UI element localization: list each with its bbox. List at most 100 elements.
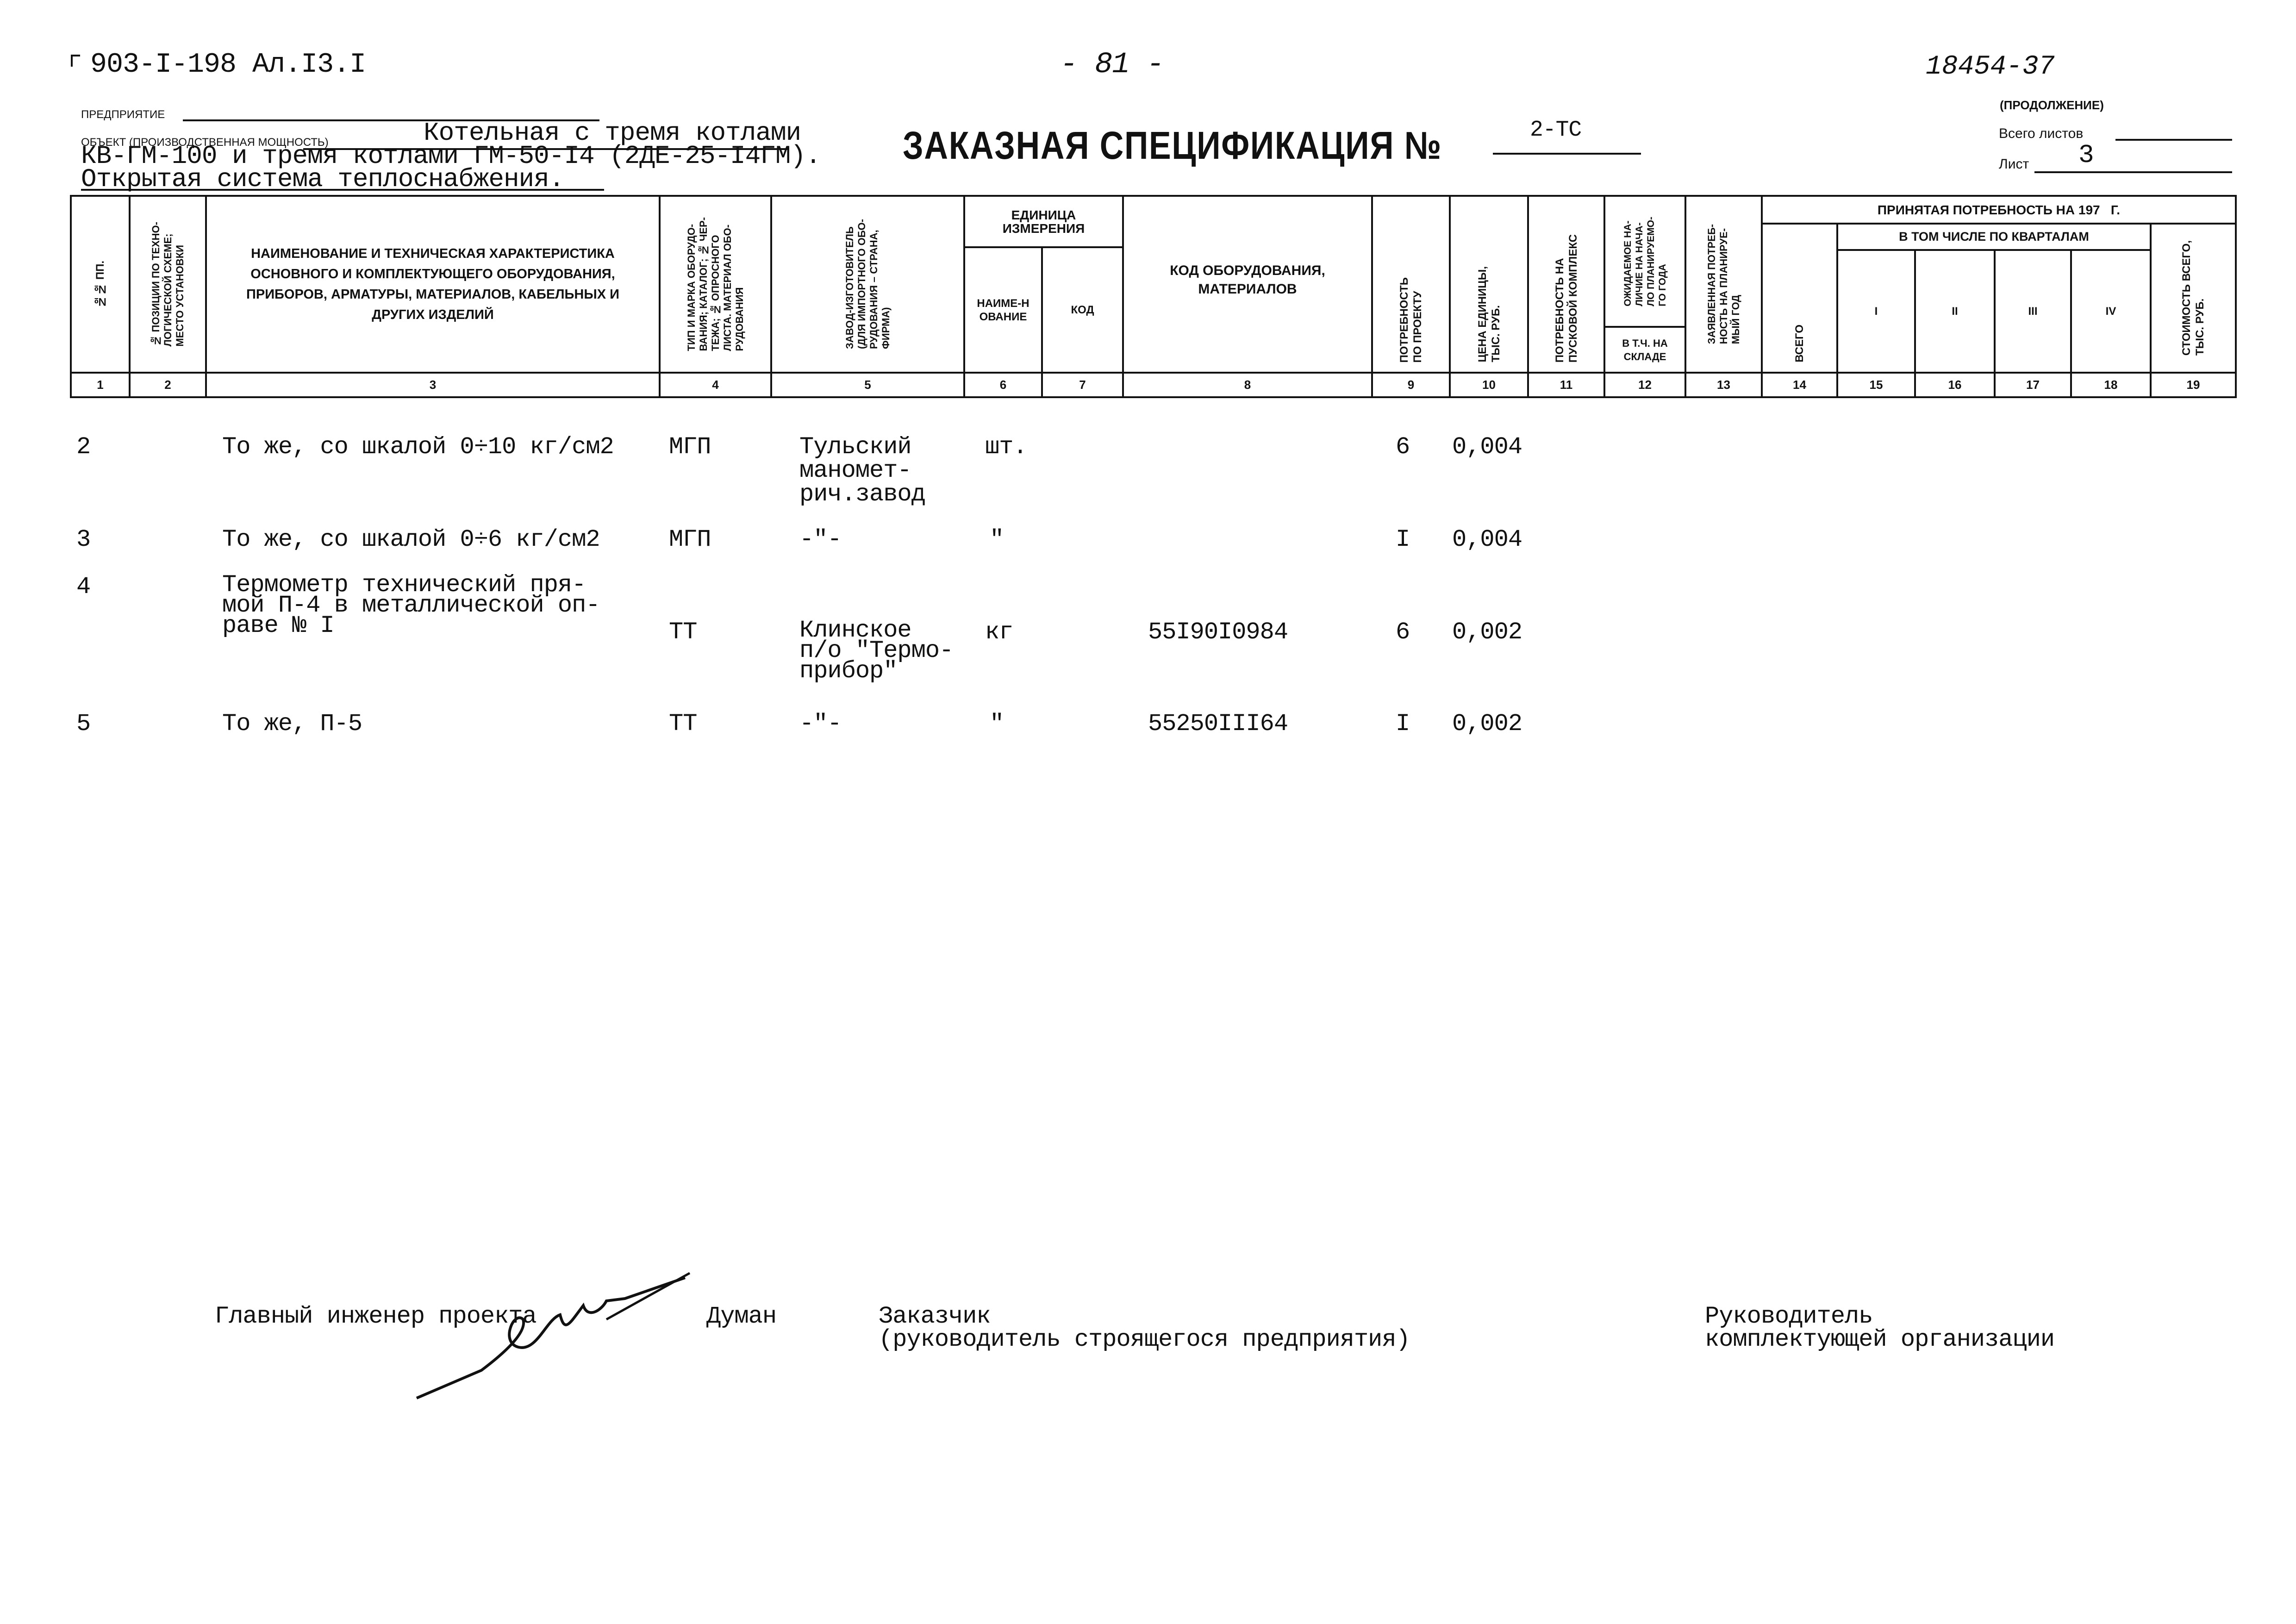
header-col-18-text: IV <box>2105 305 2116 318</box>
object-line-2: КВ-ГМ-100 и тремя котлами ГМ-50-I4 (2ДЕ-… <box>81 141 821 171</box>
header-accepted-group-text: Принятая потребность на 197 г. <box>1877 202 2121 217</box>
header-col-12-top-text: Ожидаемое на- личие на нача- ло планируе… <box>1622 216 1668 306</box>
header-col-6: наиме-нование <box>963 246 1043 374</box>
column-number-cell: 1 <box>70 372 131 398</box>
column-number: 11 <box>1560 378 1573 392</box>
item-manufacturer: Клинское п/о "Термо- прибор" <box>799 617 954 685</box>
item-manufacturer: Тульский маномет- рич.завод <box>799 433 926 508</box>
column-number: 2 <box>164 378 171 392</box>
item-price: 0,004 <box>1452 433 1522 461</box>
header-col-1: №№ пп. <box>70 195 131 374</box>
header-col-2-text: № позиции по техно- логической схеме; ме… <box>150 222 186 347</box>
header-col-16: II <box>1914 249 1996 374</box>
header-col-18: IV <box>2070 249 2152 374</box>
supplier-sublabel: комплектующей организации <box>1705 1326 2055 1353</box>
column-number: 18 <box>2104 378 2118 392</box>
header-col-9-text: Потребность по проекту <box>1398 277 1424 363</box>
header-col-10: Цена единицы, тыс. руб. <box>1449 195 1529 374</box>
header-col-6-text: наиме-нование <box>977 297 1029 323</box>
header-unit-group-text: Единица измерения <box>1002 207 1085 236</box>
item-type: МГП <box>669 526 711 553</box>
header-col-8-text: Код оборудования, материалов <box>1170 263 1325 297</box>
column-number: 16 <box>1948 378 1962 392</box>
column-number-cell: 12 <box>1603 372 1686 398</box>
item-name: То же, со шкалой 0÷10 кг/см2 <box>222 433 614 461</box>
page-number: - 81 - <box>1060 48 1164 81</box>
header-col-17-text: III <box>2028 305 2038 318</box>
customer-label: Заказчик <box>879 1303 991 1330</box>
column-number-cell: 17 <box>1994 372 2072 398</box>
header-col-5-text: Завод-изготовитель (для импортного обо- … <box>843 219 892 350</box>
corner-mark <box>71 55 80 67</box>
item-name: Термометр технический пря- мой П-4 в мет… <box>222 571 600 639</box>
column-number: 19 <box>2186 378 2200 392</box>
header-unit-group: Единица измерения <box>963 195 1124 248</box>
row-number: 2 <box>76 433 91 461</box>
supplier-label: Руководитель <box>1705 1303 1873 1330</box>
column-number: 3 <box>429 378 437 392</box>
object-label: Объект (производственная мощность) <box>81 136 329 149</box>
spec-number: 2-ТС <box>1530 118 1582 143</box>
header-col-12-top: Ожидаемое на- личие на нача- ло планируе… <box>1603 195 1686 328</box>
header-col-3-text: Наименование и техническая характеристик… <box>246 246 619 322</box>
column-number: 14 <box>1793 378 1806 392</box>
column-number: 7 <box>1079 378 1086 392</box>
column-number: 5 <box>864 378 871 392</box>
header-col-12-bottom: в т.ч. на складе <box>1603 326 1686 374</box>
customer-sublabel: (руководитель строящегося предприятия) <box>879 1326 1410 1353</box>
item-type: ТТ <box>669 618 697 646</box>
row-number: 5 <box>76 710 91 737</box>
column-number: 15 <box>1869 378 1883 392</box>
header-accepted-group: Принятая потребность на 197 г. <box>1761 195 2237 225</box>
column-number: 17 <box>2026 378 2040 392</box>
column-number-cell: 5 <box>770 372 965 398</box>
item-price: 0,002 <box>1452 710 1522 737</box>
column-number-cell: 6 <box>963 372 1043 398</box>
total-sheets-field <box>2115 139 2232 141</box>
column-number-cell: 7 <box>1041 372 1124 398</box>
column-number-cell: 4 <box>659 372 772 398</box>
item-name: То же, П-5 <box>222 710 362 737</box>
column-number-cell: 16 <box>1914 372 1996 398</box>
item-unit: " <box>990 710 1004 737</box>
item-type: МГП <box>669 433 711 461</box>
column-number-cell: 18 <box>2070 372 2152 398</box>
header-col-14: Всего <box>1761 223 1838 374</box>
spec-number-line <box>1493 153 1641 155</box>
object-line-3: Открытая система теплоснабжения. <box>81 164 564 194</box>
continuation-label: (продолжение) <box>2000 98 2104 112</box>
item-code: 55250III64 <box>1148 710 1288 737</box>
column-number-cell: 13 <box>1685 372 1763 398</box>
column-number-cell: 9 <box>1371 372 1451 398</box>
row-number: 4 <box>76 573 91 600</box>
document-code: 903-I-198 Ал.I3.I <box>90 49 366 81</box>
column-number: 9 <box>1407 378 1415 392</box>
header-col-1-text: №№ пп. <box>94 261 106 308</box>
header-col-7: код <box>1041 246 1124 374</box>
item-unit: " <box>990 526 1004 553</box>
chief-engineer-label: Главный инженер проекта <box>215 1303 537 1330</box>
total-sheets-text: Всего листов <box>1999 126 2084 141</box>
item-code: 55I90I0984 <box>1148 618 1288 646</box>
header-col-19: Стоимость всего, тыс. руб. <box>2150 223 2237 374</box>
header-col-4-text: Тип и марка оборудо- вания; каталог; № ч… <box>685 217 745 351</box>
signature <box>416 1272 691 1399</box>
item-manufacturer: -"- <box>799 710 842 737</box>
header-col-8: Код оборудования, материалов <box>1122 195 1373 374</box>
header-col-15-text: I <box>1874 305 1878 318</box>
object-line-1: Котельная с тремя котлами <box>424 118 801 148</box>
header-col-11-text: Потребность на пусковой комплекс <box>1553 234 1579 362</box>
column-number-cell: 10 <box>1449 372 1529 398</box>
header-col-9: Потребность по проекту <box>1371 195 1451 374</box>
header-col-13: Заявленная потреб- ность на планируе- мы… <box>1685 195 1763 374</box>
column-number: 1 <box>97 378 104 392</box>
header-col-2: № позиции по техно- логической схеме; ме… <box>129 195 207 374</box>
item-unit: шт. <box>985 433 1028 461</box>
item-name: То же, со шкалой 0÷6 кг/см2 <box>222 526 600 553</box>
header-col-11: Потребность на пусковой комплекс <box>1527 195 1605 374</box>
item-quantity: I <box>1396 526 1410 553</box>
column-number-cell: 15 <box>1836 372 1916 398</box>
inventory-number: 18454-37 <box>1926 52 2055 82</box>
item-type: ТТ <box>669 710 697 737</box>
column-number: 6 <box>999 378 1007 392</box>
